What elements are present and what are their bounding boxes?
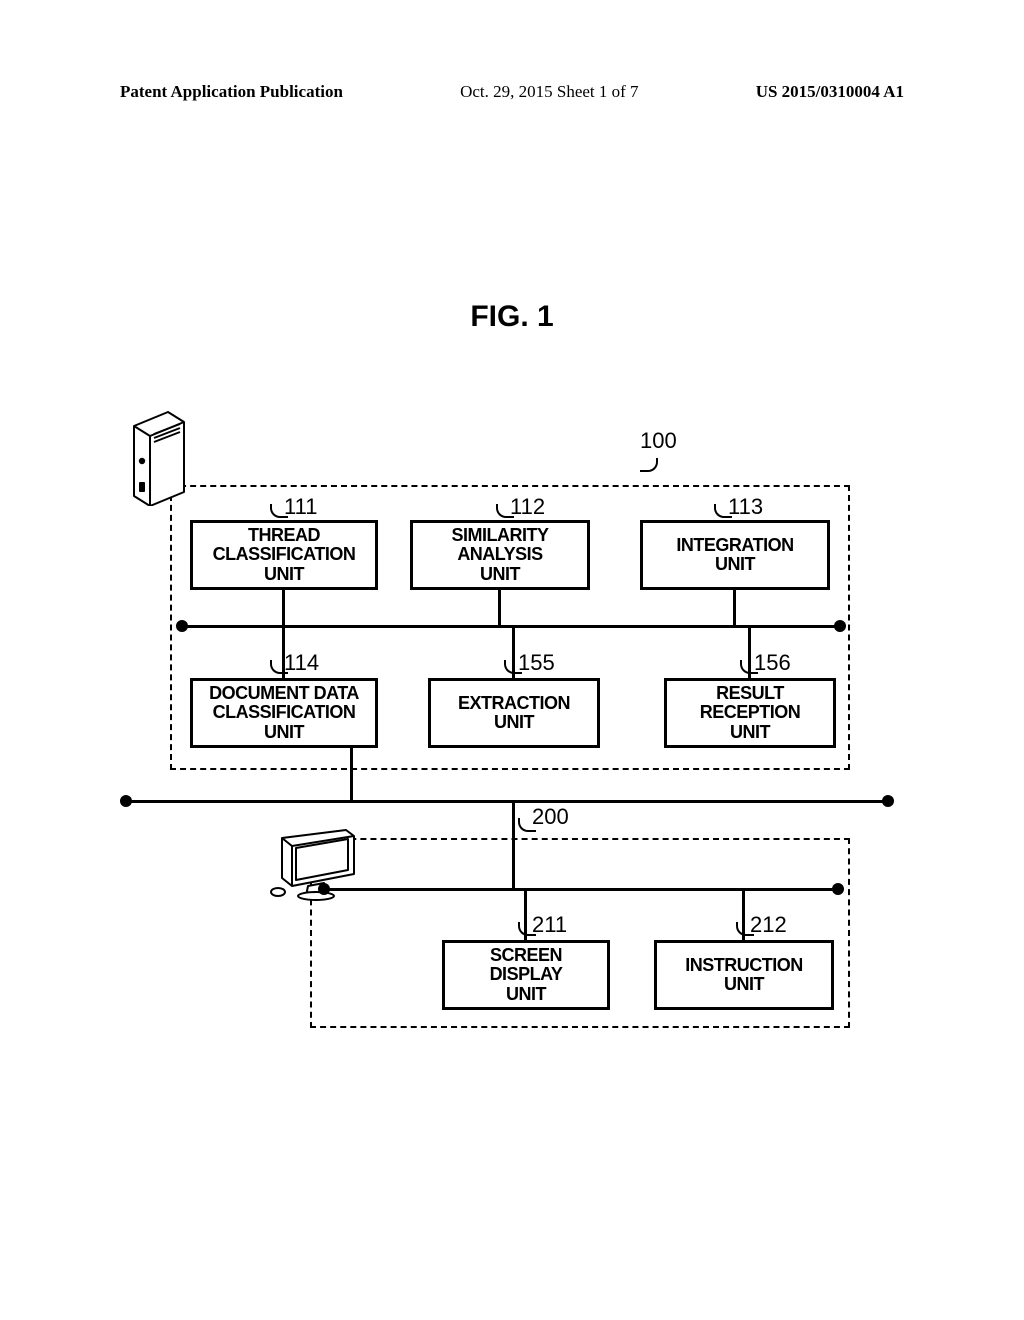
unit-line: UNIT xyxy=(730,723,770,742)
header-right: US 2015/0310004 A1 xyxy=(756,82,904,102)
unit-instruction: INSTRUCTION UNIT xyxy=(654,940,834,1010)
server-icon xyxy=(128,406,190,506)
unit-line: SIMILARITY xyxy=(452,526,549,545)
unit-line: CLASSIFICATION xyxy=(213,703,356,722)
stub xyxy=(282,590,285,626)
header-center: Oct. 29, 2015 Sheet 1 of 7 xyxy=(460,82,638,102)
unit-line: CLASSIFICATION xyxy=(213,545,356,564)
unit-line: UNIT xyxy=(480,565,520,584)
unit-line: UNIT xyxy=(724,975,764,994)
stub xyxy=(733,590,736,626)
unit-line: RESULT xyxy=(716,684,784,703)
ref-111: 111 xyxy=(284,494,317,520)
header-left: Patent Application Publication xyxy=(120,82,343,102)
unit-similarity-analysis: SIMILARITY ANALYSIS UNIT xyxy=(410,520,590,590)
unit-document-data-classification: DOCUMENT DATA CLASSIFICATION UNIT xyxy=(190,678,378,748)
unit-line: DISPLAY xyxy=(490,965,563,984)
unit-line: UNIT xyxy=(506,985,546,1004)
bus-dot xyxy=(882,795,894,807)
bus-dot xyxy=(318,883,330,895)
bus-middle xyxy=(124,800,890,803)
bus-top-inner xyxy=(180,625,840,628)
unit-line: SCREEN xyxy=(490,946,562,965)
unit-screen-display: SCREEN DISPLAY UNIT xyxy=(442,940,610,1010)
unit-line: UNIT xyxy=(715,555,755,574)
ref-113: 113 xyxy=(728,494,763,520)
unit-line: INTEGRATION xyxy=(676,536,793,555)
ref-hook-100 xyxy=(640,458,658,472)
ref-156: 156 xyxy=(754,650,791,676)
unit-line: UNIT xyxy=(494,713,534,732)
bus-dot xyxy=(834,620,846,632)
unit-line: UNIT xyxy=(264,565,304,584)
page: Patent Application Publication Oct. 29, … xyxy=(0,0,1024,1320)
diagram: 100 THREAD CLA xyxy=(150,420,870,1040)
unit-line: RECEPTION xyxy=(700,703,801,722)
unit-line: EXTRACTION xyxy=(458,694,570,713)
unit-line: ANALYSIS xyxy=(457,545,542,564)
unit-line: DOCUMENT DATA xyxy=(209,684,359,703)
unit-line: UNIT xyxy=(264,723,304,742)
ref-155: 155 xyxy=(518,650,555,676)
ref-211: 211 xyxy=(532,912,567,938)
ref-112: 112 xyxy=(510,494,545,520)
unit-extraction: EXTRACTION UNIT xyxy=(428,678,600,748)
unit-line: INSTRUCTION xyxy=(685,956,803,975)
ref-212: 212 xyxy=(750,912,787,938)
ref-200: 200 xyxy=(532,804,569,830)
unit-thread-classification: THREAD CLASSIFICATION UNIT xyxy=(190,520,378,590)
unit-result-reception: RESULT RECEPTION UNIT xyxy=(664,678,836,748)
bus-dot xyxy=(120,795,132,807)
unit-line: THREAD xyxy=(248,526,320,545)
unit-integration: INTEGRATION UNIT xyxy=(640,520,830,590)
ref-hook-200 xyxy=(518,818,536,832)
bus-bottom-inner xyxy=(322,888,840,891)
stub xyxy=(350,748,353,802)
ref-100: 100 xyxy=(640,428,677,454)
bus-dot xyxy=(832,883,844,895)
figure-title: FIG. 1 xyxy=(470,300,553,334)
page-header: Patent Application Publication Oct. 29, … xyxy=(0,82,1024,102)
ref-114: 114 xyxy=(284,650,319,676)
stub xyxy=(498,590,501,626)
bus-dot xyxy=(176,620,188,632)
